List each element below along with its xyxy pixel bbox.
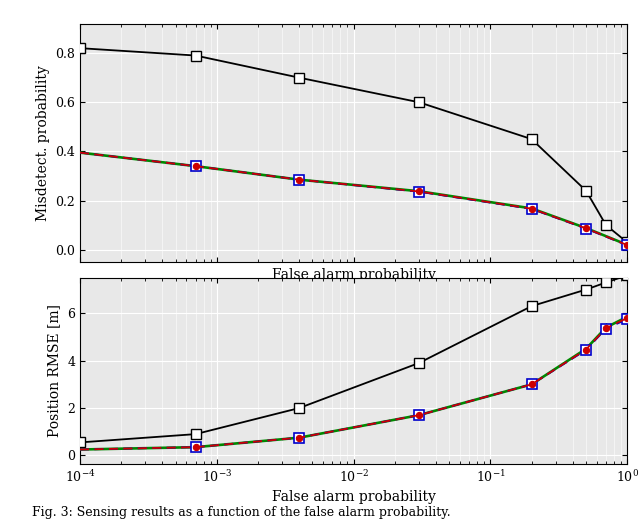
Y-axis label: Position RMSE [m]: Position RMSE [m]: [47, 304, 61, 437]
Y-axis label: Misdetect. probability: Misdetect. probability: [36, 65, 50, 221]
X-axis label: False alarm probability: False alarm probability: [271, 268, 436, 281]
X-axis label: False alarm probability: False alarm probability: [271, 490, 436, 504]
Text: Fig. 3: Sensing results as a function of the false alarm probability.: Fig. 3: Sensing results as a function of…: [32, 506, 451, 519]
